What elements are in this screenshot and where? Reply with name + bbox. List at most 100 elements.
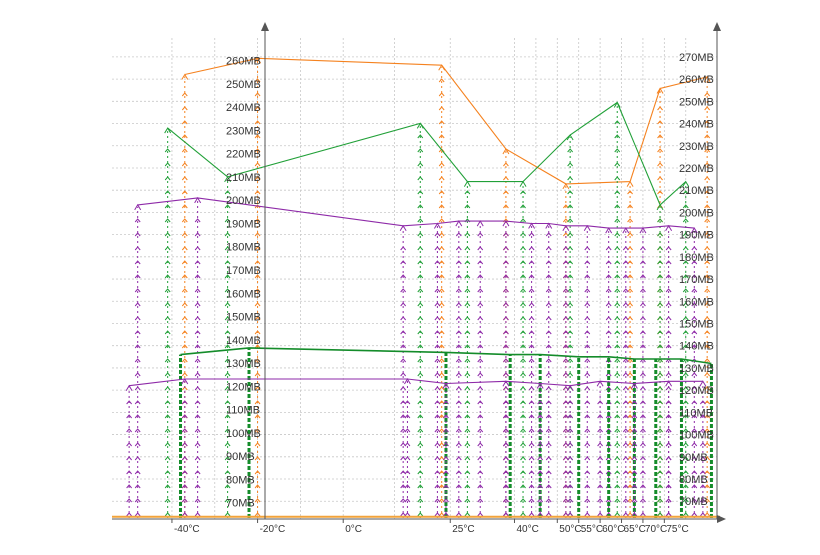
drop-arrow: [464, 428, 471, 433]
series-line: [129, 378, 703, 387]
drop-arrow: [194, 218, 201, 223]
drop-arrow: [545, 456, 552, 461]
drop-arrow: [682, 260, 689, 265]
drop-arrow: [665, 344, 672, 349]
drop-arrow: [562, 260, 569, 265]
drop-arrow: [584, 414, 591, 419]
drop-arrow: [520, 232, 526, 237]
drop-arrow: [545, 386, 552, 391]
drop-arrow: [455, 344, 462, 349]
drop-arrow: [567, 330, 574, 335]
drop-arrow: [126, 484, 133, 489]
drop-arrow: [438, 316, 445, 321]
drop-arrow: [224, 442, 231, 447]
drop-arrow: [691, 260, 698, 265]
drop-arrow: [254, 400, 261, 405]
drop-arrow: [622, 288, 629, 293]
drop-arrow: [134, 330, 141, 335]
drop-arrow: [224, 512, 231, 517]
drop-arrow: [562, 344, 569, 349]
drop-arrow: [584, 386, 591, 391]
drop-arrow: [682, 316, 689, 321]
drop-arrow: [443, 442, 449, 447]
drop-arrow: [665, 512, 672, 517]
drop-arrow: [438, 260, 445, 265]
drop-arrow: [627, 428, 633, 433]
drop-arrow: [464, 400, 471, 405]
drop-arrow: [455, 316, 462, 321]
drop-arrow: [400, 456, 407, 461]
drop-arrow: [528, 344, 535, 349]
drop-arrow: [434, 484, 441, 489]
drop-arrow: [477, 358, 484, 363]
drop-arrow: [682, 274, 689, 279]
drop-arrow: [477, 498, 484, 503]
drop-arrow: [631, 484, 638, 489]
drop-arrow: [438, 484, 445, 489]
drop-arrow: [584, 442, 591, 447]
drop-arrow: [640, 246, 646, 251]
drop-arrow: [622, 246, 629, 251]
drop-arrow: [164, 414, 171, 419]
drop-arrow: [417, 302, 424, 307]
y-right-tick-label: 120MB: [679, 385, 714, 397]
drop-arrow: [194, 386, 201, 391]
drop-arrow: [477, 456, 484, 461]
drop-arrow: [640, 288, 646, 293]
drop-arrow: [400, 330, 407, 335]
drop-arrow: [537, 484, 544, 489]
drop-arrow: [164, 148, 171, 153]
drop-arrow: [528, 400, 535, 405]
drop-arrow: [455, 400, 462, 405]
drop-arrow: [528, 316, 535, 321]
drop-arrow: [134, 232, 141, 237]
drop-arrow: [503, 260, 509, 265]
drop-arrow: [545, 414, 552, 419]
drop-arrow: [665, 274, 672, 279]
drop-arrow: [455, 414, 462, 419]
drop-arrow: [627, 456, 633, 461]
y-right-tick-label: 190MB: [679, 230, 714, 242]
drop-arrow: [434, 330, 441, 335]
drop-arrow: [417, 218, 424, 223]
drop-arrow: [657, 330, 663, 335]
drop-arrow: [657, 246, 663, 251]
drop-arrow: [455, 288, 462, 293]
drop-arrow: [545, 484, 552, 489]
drop-arrow: [567, 162, 574, 167]
drop-arrow: [520, 246, 526, 251]
y-right-tick-label: 210MB: [679, 185, 714, 197]
drop-arrow: [567, 316, 574, 321]
drop-arrow: [438, 106, 445, 111]
drop-arrow: [640, 344, 646, 349]
drop-arrow: [657, 386, 663, 391]
drop-arrow: [665, 288, 672, 293]
drop-arrow: [400, 470, 407, 475]
drop-arrow: [464, 442, 471, 447]
drop-arrow: [691, 414, 698, 419]
drop-arrow: [691, 386, 698, 391]
drop-arrow: [657, 414, 663, 419]
y-right-tick-label: 70MB: [679, 496, 708, 508]
drop-arrow: [464, 316, 471, 321]
drop-arrow: [455, 358, 462, 363]
drop-arrow: [181, 456, 188, 461]
y-right-tick-label: 200MB: [679, 207, 714, 219]
drop-arrow: [164, 330, 171, 335]
drop-arrow: [434, 414, 441, 419]
drop-arrow: [455, 386, 462, 391]
drop-arrow: [627, 470, 633, 475]
drop-arrow: [682, 232, 689, 237]
drop-arrow: [503, 344, 509, 349]
drop-arrow: [605, 316, 612, 321]
drop-arrow: [627, 330, 633, 335]
drop-arrow: [400, 442, 407, 447]
drop-arrow: [477, 372, 484, 377]
drop-arrow: [631, 512, 638, 517]
drop-arrow: [224, 358, 231, 363]
drop-arrow: [134, 218, 141, 223]
drop-arrow: [545, 274, 552, 279]
drop-arrow: [181, 120, 188, 125]
drop-arrow: [704, 148, 711, 153]
